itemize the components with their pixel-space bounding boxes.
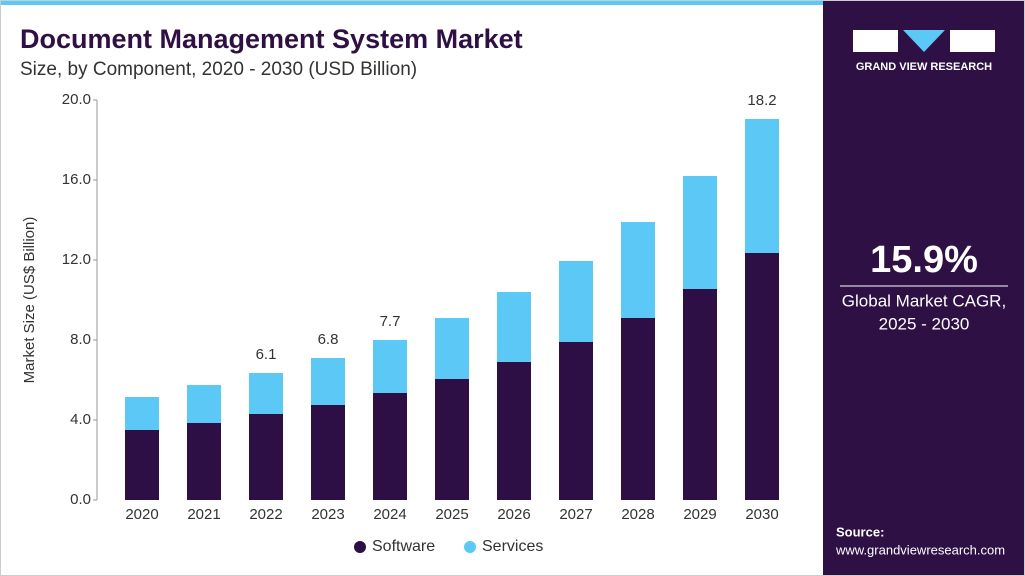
cagr-label: Global Market CAGR,	[842, 291, 1006, 310]
bar-segment	[373, 393, 407, 500]
bar-segment	[559, 261, 593, 342]
total-label: 6.1	[256, 346, 277, 363]
top-stripe	[0, 0, 823, 5]
bar-segment	[125, 430, 159, 500]
total-label: 6.8	[318, 331, 339, 348]
bar-segment	[249, 414, 283, 500]
logo-block	[950, 30, 995, 52]
x-tick-label: 2022	[249, 506, 282, 523]
x-tick-label: 2028	[621, 506, 654, 523]
y-axis-label: Market Size (US$ Billion)	[21, 217, 38, 384]
logo-block	[853, 30, 898, 52]
bar-segment	[745, 119, 779, 253]
logo-block	[903, 30, 945, 52]
x-tick-label: 2023	[311, 506, 344, 523]
cagr-label: 2025 - 2030	[879, 314, 970, 333]
bar-segment	[435, 379, 469, 500]
bar-segment	[249, 373, 283, 414]
source-url: www.grandviewresearch.com	[835, 542, 1005, 557]
chart-title: Document Management System Market	[20, 24, 523, 54]
chart-subtitle: Size, by Component, 2020 - 2030 (USD Bil…	[20, 59, 417, 80]
bar-segment	[187, 385, 221, 423]
y-tick-label: 16.0	[62, 171, 91, 188]
bar-segment	[497, 362, 531, 500]
bar-segment	[621, 318, 655, 500]
bar-segment	[683, 176, 717, 289]
total-label: 7.7	[380, 313, 401, 330]
x-tick-label: 2029	[683, 506, 716, 523]
y-tick-label: 12.0	[62, 251, 91, 268]
x-tick-label: 2027	[559, 506, 592, 523]
legend-marker	[464, 541, 476, 553]
y-tick-label: 20.0	[62, 91, 91, 108]
bar-segment	[435, 318, 469, 379]
bar-segment	[187, 423, 221, 500]
bar-segment	[311, 358, 345, 405]
bar-segment	[559, 342, 593, 500]
legend-label: Software	[372, 538, 435, 555]
y-tick-label: 0.0	[70, 491, 91, 508]
x-tick-label: 2026	[497, 506, 530, 523]
x-tick-label: 2021	[187, 506, 220, 523]
bar-segment	[745, 253, 779, 500]
total-label: 18.2	[747, 92, 776, 109]
bar-segment	[683, 289, 717, 500]
x-tick-label: 2025	[435, 506, 468, 523]
bar-segment	[497, 292, 531, 362]
x-tick-label: 2024	[373, 506, 406, 523]
source-title: Source:	[836, 524, 884, 539]
bar-segment	[621, 222, 655, 318]
x-tick-label: 2020	[125, 506, 158, 523]
legend-label: Services	[482, 538, 543, 555]
logo	[853, 30, 995, 52]
brand: GRAND VIEW RESEARCH	[856, 61, 992, 73]
bar-segment	[373, 340, 407, 393]
cagr-value: 15.9%	[870, 239, 978, 281]
sidebar	[823, 0, 1025, 576]
bar-segment	[311, 405, 345, 500]
legend-marker	[354, 541, 366, 553]
y-tick-label: 4.0	[70, 411, 91, 428]
x-tick-label: 2030	[745, 506, 778, 523]
bar-segment	[125, 397, 159, 430]
y-tick-label: 8.0	[70, 331, 91, 348]
